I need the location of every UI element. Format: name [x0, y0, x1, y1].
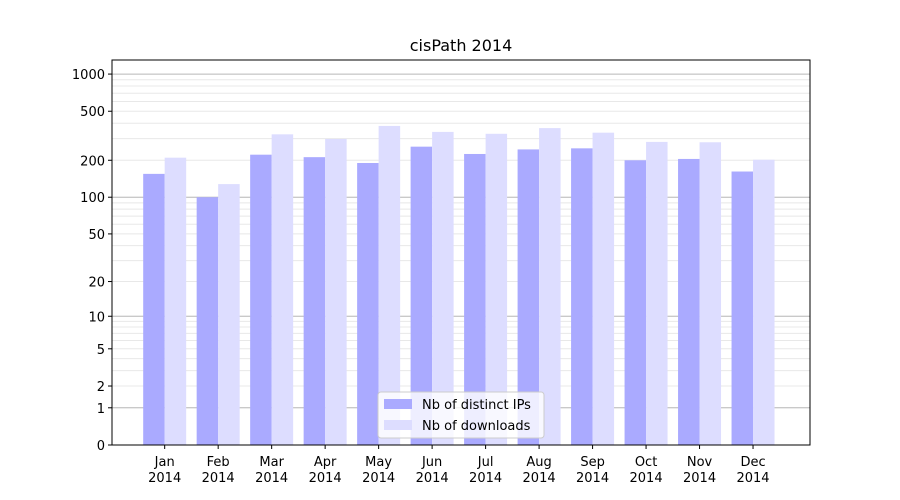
- plot-frame: [111, 59, 811, 446]
- x-tick-label-month: Jun: [421, 455, 442, 470]
- bar-distinct-ips: [571, 148, 593, 445]
- x-tick-label-month: Mar: [259, 455, 284, 470]
- bar-distinct-ips: [464, 153, 486, 445]
- y-tick-label: 5: [97, 343, 105, 358]
- y-tick-label: 10: [88, 310, 105, 325]
- y-tick-label: 20: [88, 276, 105, 291]
- y-tick-label: 500: [80, 105, 105, 120]
- x-tick-label-month: Sep: [580, 455, 605, 470]
- bar-downloads: [271, 134, 294, 445]
- bar-distinct-ips: [196, 197, 219, 445]
- bar-downloads: [325, 138, 347, 446]
- x-tick-label-month: May: [365, 455, 392, 470]
- bar-downloads: [432, 131, 454, 445]
- x-tick-label-month: Aug: [526, 455, 551, 470]
- y-tick-label: 1000: [72, 68, 105, 83]
- x-tick-label-year: 2014: [202, 471, 235, 486]
- y-tick-label: 2: [97, 380, 105, 395]
- bar-downloads: [539, 128, 561, 445]
- y-axis: 0 1 2 5 10 20 50 100 200 500 1000: [72, 68, 112, 454]
- x-tick-label-year: 2014: [523, 471, 556, 486]
- bar-downloads: [164, 157, 187, 445]
- x-axis: Jan2014Feb2014Mar2014Apr2014May2014Jun20…: [148, 445, 770, 486]
- x-tick-label-year: 2014: [416, 471, 449, 486]
- legend-swatch: [384, 399, 412, 409]
- y-tick-label: 100: [80, 191, 105, 206]
- x-tick-label-month: Jul: [477, 455, 494, 470]
- x-tick-label-year: 2014: [362, 471, 395, 486]
- bar-distinct-ips: [517, 149, 540, 445]
- y-tick-label: 50: [88, 228, 105, 243]
- chart-title: cisPath 2014: [410, 36, 513, 55]
- x-tick-label-year: 2014: [630, 471, 663, 486]
- bar-downloads: [485, 133, 508, 445]
- y-tick-label: 1: [97, 402, 105, 417]
- x-tick-label-month: Apr: [314, 455, 337, 470]
- bar-distinct-ips: [303, 157, 326, 446]
- bar-distinct-ips: [143, 173, 165, 445]
- bar-distinct-ips: [410, 146, 433, 445]
- bar-downloads: [646, 141, 668, 445]
- x-tick-label-month: Nov: [687, 455, 713, 470]
- legend-box: [377, 391, 545, 439]
- y-tick-label: 0: [97, 439, 105, 454]
- bars: [143, 125, 775, 446]
- y-tick-label: 200: [80, 154, 105, 169]
- bar-distinct-ips: [624, 160, 647, 445]
- bar-distinct-ips: [357, 163, 379, 446]
- bar-downloads: [218, 184, 240, 445]
- x-tick-label-year: 2014: [683, 471, 716, 486]
- legend-swatch: [384, 420, 412, 430]
- bar-downloads: [753, 159, 775, 445]
- bar-downloads: [378, 125, 401, 446]
- bar-distinct-ips: [250, 154, 272, 445]
- x-tick-label-year: 2014: [736, 471, 769, 486]
- bar-distinct-ips: [678, 158, 700, 445]
- x-tick-label-year: 2014: [148, 471, 181, 486]
- x-tick-label-month: Feb: [207, 455, 230, 470]
- legend-label: Nb of downloads: [422, 419, 531, 434]
- x-tick-label-year: 2014: [576, 471, 609, 486]
- x-tick-label-month: Oct: [635, 455, 657, 470]
- bar-downloads: [699, 142, 722, 445]
- x-tick-label-year: 2014: [309, 471, 342, 486]
- bar-distinct-ips: [731, 171, 754, 445]
- x-tick-label-month: Jan: [154, 455, 175, 470]
- x-tick-label-year: 2014: [255, 471, 288, 486]
- legend: Nb of distinct IPs Nb of downloads: [377, 391, 545, 439]
- x-tick-label-month: Dec: [740, 455, 765, 470]
- bar-downloads: [592, 132, 615, 446]
- legend-label: Nb of distinct IPs: [422, 398, 531, 413]
- x-tick-label-year: 2014: [469, 471, 502, 486]
